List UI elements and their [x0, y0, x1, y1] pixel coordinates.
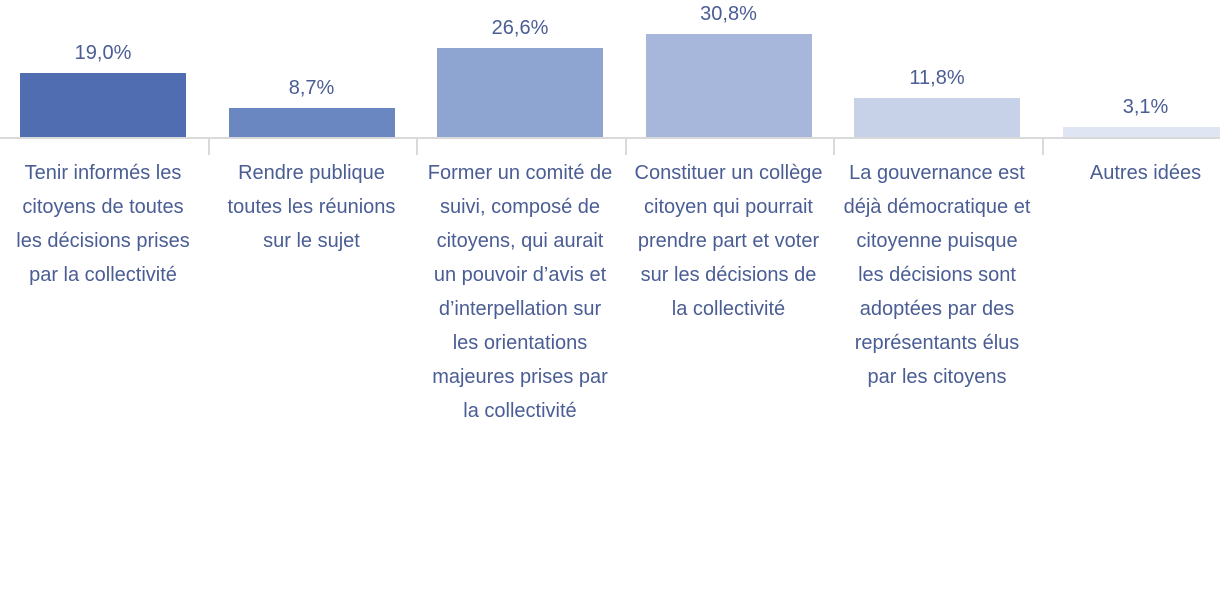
- tick: [416, 137, 418, 155]
- x-tick-label: Rendre publique toutes les réunions sur …: [227, 162, 396, 252]
- x-tick-label: Former un comité de suivi, composé de ci…: [427, 162, 613, 422]
- bar: [645, 34, 812, 137]
- value-label: 8,7%: [288, 76, 335, 99]
- value-label: 11,8%: [909, 66, 965, 89]
- x-tick-label: Tenir informés les citoyens de toutes le…: [16, 162, 190, 286]
- tick: [207, 137, 210, 155]
- bar: [20, 73, 186, 137]
- x-tick-label: Constituer un collège citoyen qui pourra…: [634, 162, 823, 320]
- bar: [437, 48, 603, 137]
- tick: [833, 137, 835, 155]
- value-label: 3,1%: [1122, 95, 1169, 118]
- tick: [1041, 137, 1044, 155]
- bar: [1062, 126, 1220, 137]
- tick: [624, 137, 627, 155]
- x-tick-label: Autres idées: [1089, 162, 1202, 184]
- value-label: 30,8%: [700, 3, 757, 25]
- bar: [854, 97, 1020, 137]
- value-label: 19,0%: [74, 42, 132, 65]
- bar: [228, 107, 395, 137]
- baseline: [0, 137, 1220, 139]
- x-tick-label: La gouvernance est déjà démocratique et …: [843, 162, 1031, 388]
- value-label: 26,6%: [491, 17, 549, 40]
